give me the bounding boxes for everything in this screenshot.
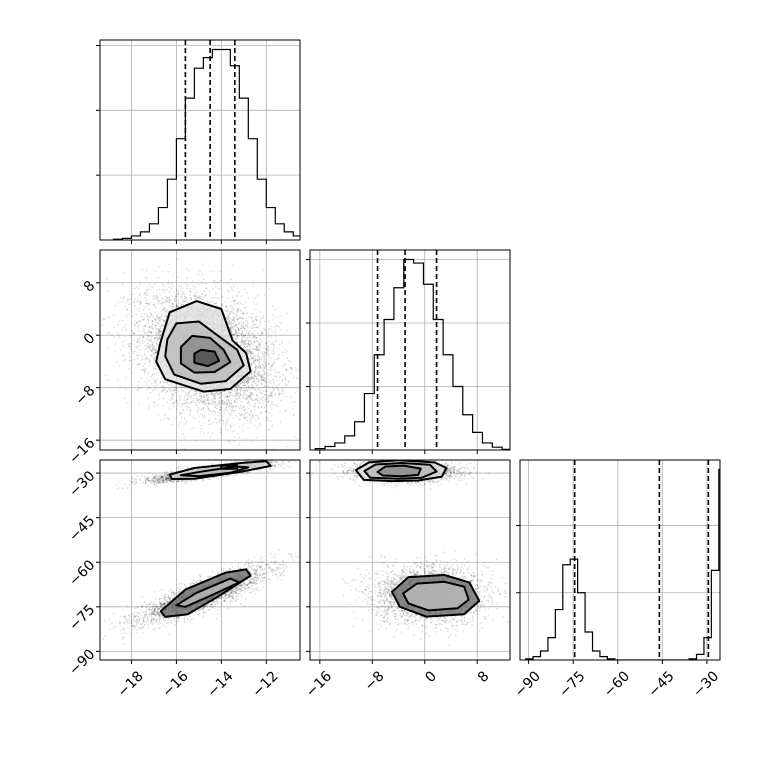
y-tick-label-p2-3: 8 bbox=[81, 278, 99, 296]
hist-frame-3 bbox=[520, 460, 720, 660]
scatter-panel-1-content bbox=[71, 250, 331, 468]
y-tick-label-p2-0: −16 bbox=[66, 435, 98, 467]
hist-panel-1 bbox=[96, 40, 320, 244]
scatter-panel-2-content bbox=[88, 453, 310, 660]
scatter-frame-3 bbox=[310, 460, 510, 660]
scatter-points bbox=[88, 453, 310, 645]
x-tick-label-p3-4: −30 bbox=[690, 668, 722, 700]
x-tick-label-p3-2: −60 bbox=[601, 668, 633, 700]
x-tick-label-p2-2: 0 bbox=[422, 668, 440, 686]
scatter-panel-2 bbox=[88, 453, 310, 664]
y-tick-label-p2-2: 0 bbox=[81, 330, 99, 348]
x-tick-label-p1-0: −18 bbox=[115, 668, 147, 700]
x-tick-label-p1-3: −12 bbox=[249, 668, 281, 700]
y-tick-label-p2-1: −8 bbox=[72, 383, 98, 409]
x-tick-label-p2-1: −8 bbox=[362, 668, 388, 694]
hist-panel-2-content bbox=[310, 250, 512, 450]
hist-frame-1 bbox=[100, 40, 300, 240]
hist-panel-3 bbox=[516, 460, 741, 664]
hist-panel-3-content bbox=[520, 460, 741, 660]
y-tick-label-p3-2: −60 bbox=[66, 557, 98, 589]
hist-frame-2 bbox=[310, 250, 510, 450]
hist-panel-2 bbox=[306, 250, 512, 454]
hist-panel-1-content bbox=[100, 40, 320, 240]
x-tick-label-p3-3: −45 bbox=[645, 668, 677, 700]
histogram-2 bbox=[315, 260, 512, 450]
x-tick-label-p3-0: −90 bbox=[512, 668, 544, 700]
histogram-1 bbox=[113, 50, 320, 240]
scatter-frame-2 bbox=[100, 460, 300, 660]
x-tick-label-p1-2: −14 bbox=[204, 668, 236, 700]
x-tick-label-p2-0: −16 bbox=[303, 668, 335, 700]
x-tick-label-p2-3: 8 bbox=[475, 668, 493, 686]
y-tick-label-p3-4: −30 bbox=[66, 468, 98, 500]
scatter-panel-1 bbox=[71, 250, 331, 468]
y-tick-label-p3-0: −90 bbox=[66, 646, 98, 678]
x-tick-label-p3-1: −75 bbox=[556, 668, 588, 700]
y-tick-label-p3-1: −75 bbox=[66, 602, 98, 634]
x-tick-label-p1-1: −16 bbox=[160, 668, 192, 700]
y-tick-label-p3-3: −45 bbox=[66, 513, 98, 545]
scatter-panel-3 bbox=[306, 455, 545, 664]
